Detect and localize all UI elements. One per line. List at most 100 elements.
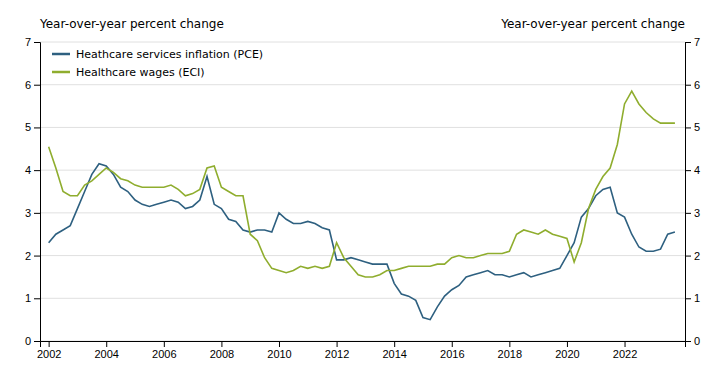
tick: 2018 [498,341,522,360]
legend-item: Heathcare services inflation (PCE) [52,48,263,61]
tick: 7 [25,36,40,48]
tick: 4 [685,164,700,176]
chart: 2002200420062008201020122014201620182020… [0,0,725,371]
tick-label: 2006 [152,348,176,360]
lines [49,91,675,320]
tick-label: 1 [694,292,700,304]
tick-label: 2016 [440,348,464,360]
y2-axis-line [686,43,692,342]
tick-label: 2010 [267,348,291,360]
tick-mark [34,341,40,342]
grid [40,42,685,341]
tick-mark [221,341,222,347]
tick-label: 6 [25,79,31,91]
y-axis-line [34,43,41,342]
tick-label: 2012 [325,348,349,360]
tick-label: 2 [25,250,31,262]
tick-mark [685,298,691,299]
tick-mark [337,341,338,347]
tick-mark [106,341,107,347]
tick: 2004 [94,341,118,360]
tick-label: 2020 [555,348,579,360]
tick: 2002 [37,341,61,360]
tick-mark [685,213,691,214]
tick: 2 [685,250,700,262]
y-axis-title: Year-over-year percent change [39,17,224,31]
tick-mark [34,127,40,128]
tick: 2016 [440,341,464,360]
tick-mark [34,42,40,43]
tick-label: 7 [694,36,700,48]
tick: 1 [25,292,40,304]
tick-mark [394,341,395,347]
tick-label: 5 [694,121,700,133]
tick-mark [34,256,40,257]
grid-line [40,84,685,85]
tick-label: 2022 [613,348,637,360]
grid-line [40,255,685,256]
tick: 5 [685,121,700,133]
legend-label: Healthcare wages (ECI) [76,66,205,79]
grid-line [40,127,685,128]
tick: 6 [685,79,700,91]
plot-area: 2002200420062008201020122014201620182020… [25,36,700,360]
tick-label: 2002 [37,348,61,360]
tick-label: 3 [694,207,700,219]
tick-mark [34,298,40,299]
x-axis: 2002 2004 2006 2008 2010 2012 2014 2016 2018 2020… [37,341,686,360]
tick: 1 [685,292,700,304]
tick-label: 4 [694,164,700,176]
tick: 6 [25,79,40,91]
tick-label: 0 [694,335,700,347]
tick-label: 5 [25,121,31,133]
legend-item: Healthcare wages (ECI) [52,66,205,79]
tick-mark [509,341,510,347]
tick-mark [452,341,453,347]
tick-mark [685,341,691,342]
y2-axis-title: Year-over-year percent change [500,17,685,31]
tick-label: 7 [25,36,31,48]
tick-mark [164,341,165,347]
tick: 2008 [210,341,234,360]
tick: 2014 [382,341,406,360]
tick: 2022 [613,341,637,360]
tick: 2006 [152,341,176,360]
tick-mark [34,213,40,214]
tick-mark [685,127,691,128]
y-axis: 0 1 2 3 4 5 6 7 [25,36,41,347]
grid-line [40,42,685,43]
tick-label: 1 [25,292,31,304]
tick-mark [625,341,626,347]
tick: 5 [25,121,40,133]
tick-mark [34,170,40,171]
tick-mark [567,341,568,347]
series-line [49,91,675,277]
grid-line [40,170,685,171]
tick: 2010 [267,341,291,360]
tick-label: 0 [25,335,31,347]
tick-mark [685,42,691,43]
tick-mark [685,170,691,171]
y2-axis: 0 1 2 3 4 5 6 7 [685,36,700,347]
legend-label: Heathcare services inflation (PCE) [76,48,263,61]
tick-label: 2 [694,250,700,262]
tick: 2 [25,250,40,262]
legend-swatch [52,71,70,74]
tick: 4 [25,164,40,176]
tick-label: 2014 [382,348,406,360]
legend-swatch [52,53,70,56]
tick-label: 2018 [498,348,522,360]
tick-mark [49,341,50,347]
tick-mark [34,85,40,86]
tick: 3 [25,207,40,219]
tick-label: 2004 [94,348,118,360]
tick: 0 [685,335,700,347]
tick: 2012 [325,341,349,360]
tick-mark [685,256,691,257]
x-axis-line [41,342,686,348]
tick-label: 6 [694,79,700,91]
tick-mark [279,341,280,347]
grid-line [40,298,685,299]
tick-label: 2008 [210,348,234,360]
tick: 0 [25,335,40,347]
